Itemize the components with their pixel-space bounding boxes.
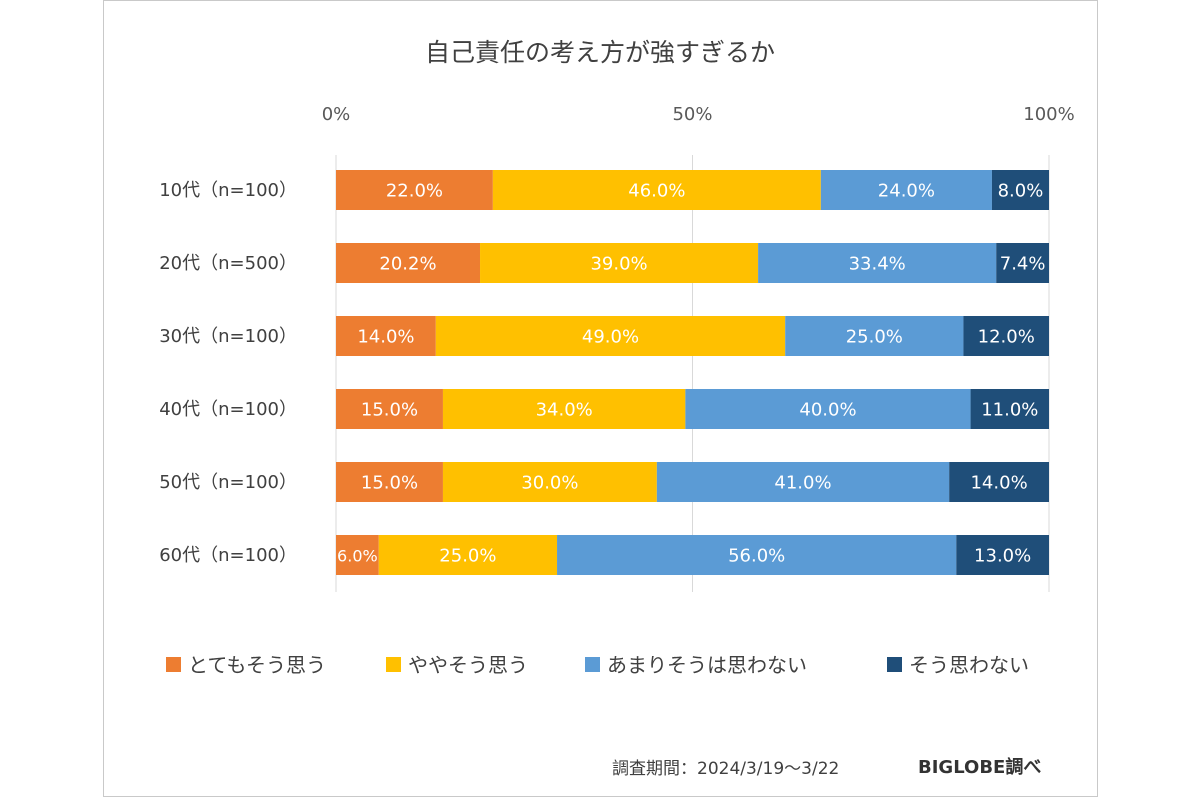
legend-label: とてもそう思う bbox=[188, 653, 326, 677]
bar-segment bbox=[970, 389, 1049, 429]
data-label: 6.0% bbox=[337, 547, 378, 566]
bar-segment bbox=[442, 462, 657, 502]
data-label: 34.0% bbox=[536, 400, 593, 421]
category-label: 40代（n=100） bbox=[159, 399, 297, 420]
bar-segment bbox=[435, 316, 786, 356]
category-label: 60代（n=100） bbox=[159, 545, 297, 566]
chart-title: 自己責任の考え方が強すぎるか bbox=[425, 38, 775, 67]
source-brand: BIGLOBE調べ bbox=[918, 757, 1042, 778]
data-label: 14.0% bbox=[970, 473, 1027, 494]
bar-segment bbox=[991, 170, 1049, 210]
bar-segment bbox=[758, 243, 997, 283]
bar-segment bbox=[820, 170, 992, 210]
data-label: 11.0% bbox=[981, 400, 1038, 421]
data-label: 22.0% bbox=[386, 181, 443, 202]
bar-segment bbox=[336, 462, 443, 502]
data-label: 56.0% bbox=[728, 546, 785, 567]
bar-segment bbox=[336, 316, 436, 356]
legend-label: あまりそうは思わない bbox=[607, 653, 807, 677]
data-label: 30.0% bbox=[521, 473, 578, 494]
bar-segment bbox=[378, 535, 558, 575]
x-tick-label: 0% bbox=[322, 104, 351, 125]
data-label: 33.4% bbox=[849, 254, 906, 275]
x-tick-label: 100% bbox=[1023, 104, 1074, 125]
legend-swatch bbox=[166, 657, 181, 672]
data-label: 41.0% bbox=[774, 473, 831, 494]
bar-segment bbox=[480, 243, 759, 283]
bar-segment bbox=[656, 462, 950, 502]
category-label: 50代（n=100） bbox=[159, 472, 297, 493]
data-label: 15.0% bbox=[361, 473, 418, 494]
bar-segment bbox=[963, 316, 1049, 356]
data-label: 39.0% bbox=[590, 254, 647, 275]
legend-swatch bbox=[585, 657, 600, 672]
bar-segment bbox=[336, 170, 493, 210]
legend-label: そう思わない bbox=[909, 653, 1029, 677]
data-label: 49.0% bbox=[582, 327, 639, 348]
data-label: 13.0% bbox=[974, 546, 1031, 567]
bar-segment bbox=[492, 170, 821, 210]
data-label: 20.2% bbox=[379, 254, 436, 275]
data-label: 24.0% bbox=[878, 181, 935, 202]
data-label: 7.4% bbox=[1000, 254, 1046, 275]
bar-segment bbox=[442, 389, 686, 429]
legend-label: ややそう思う bbox=[408, 653, 528, 677]
bar-segment bbox=[336, 389, 443, 429]
data-label: 8.0% bbox=[998, 181, 1044, 202]
bar-segment bbox=[996, 243, 1049, 283]
bar-segment bbox=[336, 243, 481, 283]
bar-segment bbox=[956, 535, 1049, 575]
x-tick-label: 50% bbox=[672, 104, 712, 125]
data-label: 46.0% bbox=[628, 181, 685, 202]
category-label: 20代（n=500） bbox=[159, 253, 297, 274]
data-label: 25.0% bbox=[846, 327, 903, 348]
data-label: 12.0% bbox=[978, 327, 1035, 348]
legend-swatch bbox=[386, 657, 401, 672]
legend-swatch bbox=[887, 657, 902, 672]
bar-segment bbox=[557, 535, 957, 575]
bar-segment bbox=[785, 316, 964, 356]
bar-segment bbox=[949, 462, 1049, 502]
data-label: 14.0% bbox=[357, 327, 414, 348]
bar-segment bbox=[336, 535, 379, 575]
category-label: 10代（n=100） bbox=[159, 180, 297, 201]
data-label: 25.0% bbox=[439, 546, 496, 567]
category-label: 30代（n=100） bbox=[159, 326, 297, 347]
data-label: 40.0% bbox=[799, 400, 856, 421]
bar-segment bbox=[685, 389, 971, 429]
survey-period-note: 調査期間：2024/3/19～3/22 bbox=[612, 758, 840, 779]
data-label: 15.0% bbox=[361, 400, 418, 421]
